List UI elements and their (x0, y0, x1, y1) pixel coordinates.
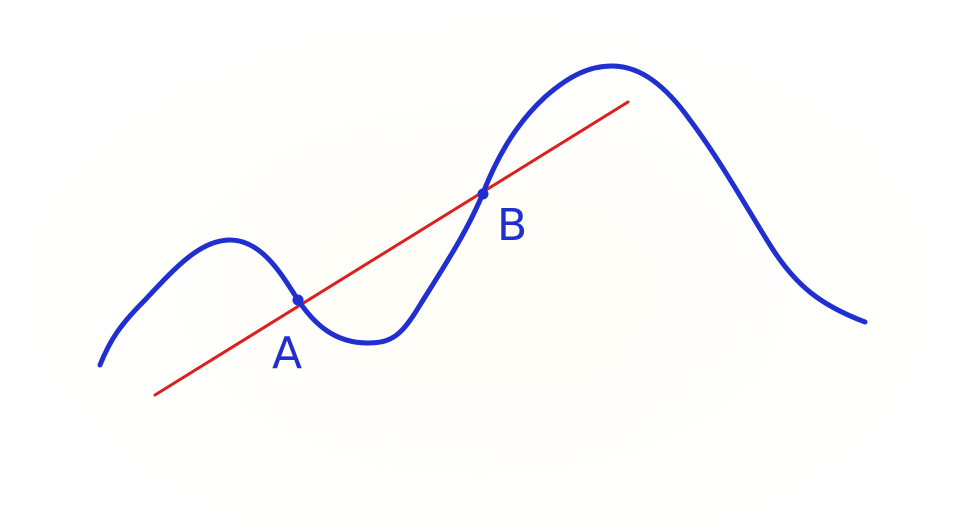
point-a-label: A (272, 328, 302, 379)
point-b-label: B (497, 200, 527, 251)
function-curve (97, 63, 868, 368)
point-b-marker (477, 188, 489, 200)
point-a-marker (292, 294, 304, 306)
secant-line (153, 100, 630, 397)
